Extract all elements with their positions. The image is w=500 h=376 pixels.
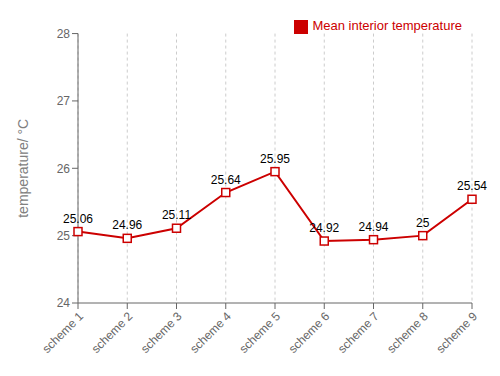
svg-text:26: 26 (57, 162, 71, 176)
svg-text:25.11: 25.11 (162, 208, 191, 222)
svg-text:scheme 6: scheme 6 (286, 309, 333, 356)
html-text:Mean interior temperature: Mean interior temperature (312, 18, 462, 33)
svg-text:25: 25 (57, 229, 71, 243)
svg-text:temperature/ °C: temperature/ °C (15, 119, 31, 218)
svg-text:24: 24 (57, 296, 71, 310)
svg-text:scheme 1: scheme 1 (39, 309, 86, 356)
svg-text:25: 25 (416, 216, 430, 230)
svg-text:25.54: 25.54 (457, 179, 487, 193)
svg-text:28: 28 (57, 27, 71, 41)
svg-text:24.94: 24.94 (358, 220, 388, 234)
svg-text:24.92: 24.92 (309, 221, 339, 235)
svg-text:25.64: 25.64 (211, 173, 241, 187)
svg-text:scheme 8: scheme 8 (384, 309, 431, 356)
svg-text:scheme 4: scheme 4 (187, 309, 234, 356)
svg-text:24.96: 24.96 (112, 218, 142, 232)
svg-text:27: 27 (57, 94, 71, 108)
svg-text:scheme 9: scheme 9 (433, 309, 480, 356)
svg-text:scheme 7: scheme 7 (335, 309, 382, 356)
svg-text:scheme 3: scheme 3 (138, 309, 185, 356)
svg-text:scheme 5: scheme 5 (236, 309, 283, 356)
svg-text:scheme 2: scheme 2 (89, 309, 136, 356)
svg-text:25.06: 25.06 (63, 212, 93, 226)
svg-text:25.95: 25.95 (260, 152, 290, 166)
